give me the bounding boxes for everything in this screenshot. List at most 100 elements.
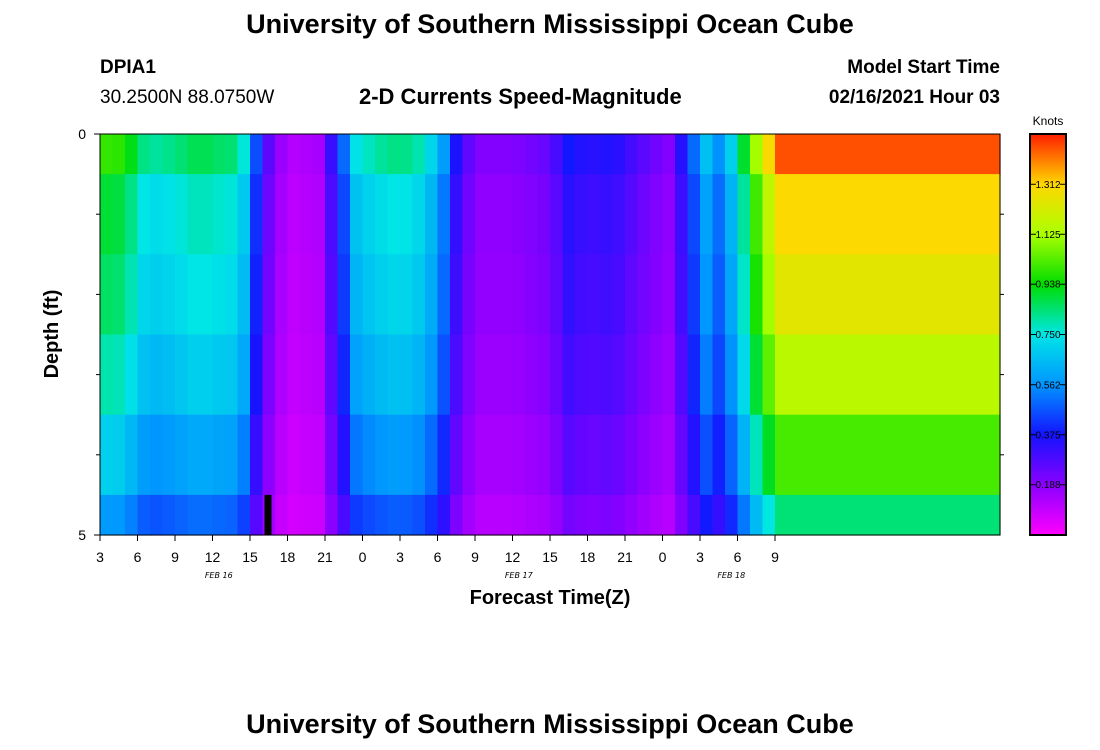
heatmap-cell [737,174,751,255]
heatmap-cell [412,334,426,416]
heatmap-cell [575,414,589,496]
heatmap-cell [600,494,614,536]
y-axis-label: Depth (ft) [41,290,63,379]
heatmap-cell [125,174,139,255]
heatmap-cell [650,414,664,496]
x-tick-label: 3 [396,549,404,565]
heatmap-cell [475,174,489,255]
x-tick-label: 9 [471,549,479,565]
heatmap-cell [287,494,301,536]
heatmap-cell [525,174,539,255]
footer-title: University of Southern Mississippi Ocean… [246,709,854,739]
heatmap-cell [975,174,989,255]
heatmap-cell [325,174,339,255]
heatmap-cell [275,334,289,416]
heatmap-cell [775,134,789,175]
heatmap-cell [550,134,564,175]
heatmap-cell [900,494,914,536]
heatmap-cell [762,174,776,255]
heatmap-cell [275,414,289,496]
heatmap-cell [200,134,214,175]
heatmap-cell [812,254,826,336]
colorbar-ticks: 0.188 0.375 0.562 0.750 0.938 1.125 1.312 [1030,180,1066,491]
heatmap-cell [337,174,351,255]
heatmap-cell [112,414,126,496]
date-label: FEB 16 [205,571,233,580]
x-tick-label: 9 [771,549,779,565]
heatmap-cell [525,334,539,416]
heatmap-cell [175,334,189,416]
heatmap-cell [650,334,664,416]
heatmap-cell [600,254,614,336]
heatmap-cell [212,334,226,416]
x-tick-label: 18 [580,549,596,565]
date-label: FEB 17 [505,571,534,580]
heatmap-cell [475,494,489,536]
heatmap-cell [812,414,826,496]
heatmap-cell [937,494,951,536]
heatmap-cell [725,494,739,536]
heatmap-cell [187,334,201,416]
heatmap-cell [312,414,326,496]
heatmap-cell [137,134,151,175]
heatmap-cell [350,134,364,175]
heatmap-cell [987,134,1001,175]
heatmap-cell [862,254,876,336]
heatmap-cell [437,254,451,336]
heatmap-cell [950,134,964,175]
heatmap-cell [825,174,839,255]
heatmap-cell [462,174,476,255]
heatmap-cell [500,254,514,336]
heatmap-cell [250,174,264,255]
heatmap-cell [362,334,376,416]
heatmap-cell [725,174,739,255]
heatmap-cell [887,494,901,536]
heatmap-cell [975,134,989,175]
heatmap-cell [412,494,426,536]
heatmap-cell [587,494,601,536]
heatmap-cell [350,334,364,416]
colorbar-tick-label: 0.750 [1035,330,1060,341]
heatmap-cell [250,494,264,536]
heatmap-cell [287,414,301,496]
heatmap-cell [375,174,389,255]
heatmap-cell [962,334,976,416]
heatmap-cell [850,494,864,536]
heatmap-cell [312,174,326,255]
heatmap-cell [237,414,251,496]
heatmap-cell [612,414,626,496]
heatmap-cell [950,334,964,416]
heatmap-cell [225,254,239,336]
plot-title: 2-D Currents Speed-Magnitude [359,84,682,109]
heatmap-cell [700,174,714,255]
heatmap-cell [625,134,639,175]
heatmap-cell [100,254,114,336]
heatmap-cell [287,334,301,416]
heatmap-cell [775,494,789,536]
heatmap-cell [262,254,276,336]
heatmap-cell [375,414,389,496]
heatmap-cell [137,334,151,416]
heatmap-cell [475,414,489,496]
heatmap-cell [325,414,339,496]
heatmap-cell [987,334,1001,416]
heatmap-cell [612,254,626,336]
heatmap-cell [462,334,476,416]
heatmap-cell [525,254,539,336]
heatmap-cell [250,134,264,175]
heatmap-cell [962,254,976,336]
heatmap-cell [650,174,664,255]
heatmap-cell [650,134,664,175]
x-tick-label: 6 [734,549,742,565]
heatmap-cell [337,414,351,496]
heatmap-cell [462,414,476,496]
heatmap-cell [350,494,364,536]
heatmap-cell [537,254,551,336]
heatmap-cell [512,494,526,536]
heatmap-cell [187,494,201,536]
colorbar-tick-label: 1.312 [1035,180,1060,191]
heatmap-cell [925,174,939,255]
heatmap-cell [300,134,314,175]
heatmap-cell [925,414,939,496]
heatmap-cell [675,134,689,175]
